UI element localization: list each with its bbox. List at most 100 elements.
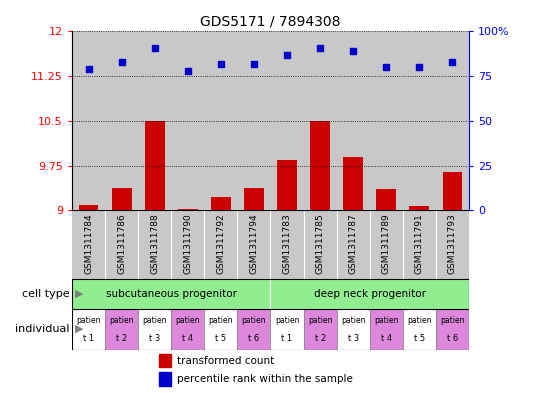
Text: GSM1311787: GSM1311787 bbox=[349, 214, 358, 274]
Bar bbox=[304, 31, 337, 210]
Text: patien: patien bbox=[374, 316, 399, 325]
Bar bbox=[138, 210, 171, 279]
Text: patien: patien bbox=[109, 316, 134, 325]
Bar bbox=[138, 309, 171, 350]
Bar bbox=[436, 31, 469, 210]
Text: t 5: t 5 bbox=[414, 334, 425, 343]
Bar bbox=[277, 160, 297, 210]
Bar bbox=[105, 309, 138, 350]
Bar bbox=[237, 31, 270, 210]
Point bbox=[249, 61, 258, 67]
Text: cell type: cell type bbox=[22, 289, 69, 299]
Text: subcutaneous progenitor: subcutaneous progenitor bbox=[106, 289, 237, 299]
Text: GSM1311790: GSM1311790 bbox=[183, 214, 192, 274]
Text: patien: patien bbox=[308, 316, 333, 325]
Bar bbox=[304, 309, 337, 350]
Text: t 3: t 3 bbox=[149, 334, 160, 343]
Bar bbox=[270, 279, 469, 309]
Bar bbox=[370, 31, 403, 210]
Bar bbox=[72, 210, 105, 279]
Bar bbox=[270, 210, 304, 279]
Text: GSM1311792: GSM1311792 bbox=[216, 214, 225, 274]
Text: GSM1311794: GSM1311794 bbox=[249, 214, 259, 274]
Text: t 6: t 6 bbox=[248, 334, 260, 343]
Text: patien: patien bbox=[440, 316, 465, 325]
Bar bbox=[171, 31, 204, 210]
Point bbox=[84, 66, 93, 72]
Bar bbox=[72, 309, 105, 350]
Bar bbox=[159, 372, 171, 386]
Text: t 2: t 2 bbox=[314, 334, 326, 343]
Bar bbox=[138, 31, 171, 210]
Bar bbox=[72, 279, 270, 309]
Point bbox=[316, 44, 325, 51]
Bar bbox=[145, 121, 165, 210]
Text: deep neck progenitor: deep neck progenitor bbox=[314, 289, 426, 299]
Text: ▶: ▶ bbox=[75, 324, 83, 334]
Bar bbox=[270, 31, 304, 210]
Bar bbox=[337, 210, 370, 279]
Bar bbox=[436, 309, 469, 350]
Text: t 4: t 4 bbox=[381, 334, 392, 343]
Bar bbox=[105, 210, 138, 279]
Bar bbox=[237, 210, 270, 279]
Point bbox=[382, 64, 391, 70]
Text: t 6: t 6 bbox=[447, 334, 458, 343]
Bar bbox=[304, 210, 337, 279]
Bar bbox=[204, 31, 237, 210]
Bar bbox=[436, 210, 469, 279]
Title: GDS5171 / 7894308: GDS5171 / 7894308 bbox=[200, 15, 341, 29]
Text: patien: patien bbox=[76, 316, 101, 325]
Point bbox=[349, 48, 358, 54]
Point bbox=[415, 64, 424, 70]
Text: GSM1311793: GSM1311793 bbox=[448, 214, 457, 274]
Text: GSM1311784: GSM1311784 bbox=[84, 214, 93, 274]
Text: t 4: t 4 bbox=[182, 334, 193, 343]
Bar bbox=[310, 121, 330, 210]
Bar bbox=[343, 156, 363, 210]
Text: GSM1311788: GSM1311788 bbox=[150, 214, 159, 274]
Bar bbox=[244, 187, 264, 210]
Bar bbox=[370, 210, 403, 279]
Text: individual: individual bbox=[15, 324, 69, 334]
Text: t 2: t 2 bbox=[116, 334, 127, 343]
Bar bbox=[370, 309, 403, 350]
Bar bbox=[337, 31, 370, 210]
Bar bbox=[78, 206, 99, 210]
Point bbox=[448, 59, 457, 65]
Text: patien: patien bbox=[275, 316, 300, 325]
Bar bbox=[376, 189, 396, 210]
Text: patien: patien bbox=[407, 316, 432, 325]
Bar bbox=[159, 354, 171, 367]
Point bbox=[283, 51, 292, 58]
Point bbox=[216, 61, 225, 67]
Text: GSM1311789: GSM1311789 bbox=[382, 214, 391, 274]
Bar bbox=[171, 309, 204, 350]
Text: GSM1311791: GSM1311791 bbox=[415, 214, 424, 274]
Text: patien: patien bbox=[208, 316, 233, 325]
Bar bbox=[211, 197, 231, 210]
Bar bbox=[72, 31, 105, 210]
Text: t 3: t 3 bbox=[348, 334, 359, 343]
Bar bbox=[204, 210, 237, 279]
Text: GSM1311786: GSM1311786 bbox=[117, 214, 126, 274]
Text: GSM1311785: GSM1311785 bbox=[316, 214, 325, 274]
Bar bbox=[171, 210, 204, 279]
Text: ▶: ▶ bbox=[75, 289, 83, 299]
Text: transformed count: transformed count bbox=[177, 356, 274, 366]
Text: percentile rank within the sample: percentile rank within the sample bbox=[177, 374, 353, 384]
Bar bbox=[105, 31, 138, 210]
Bar bbox=[409, 206, 429, 210]
Bar bbox=[237, 309, 270, 350]
Text: t 1: t 1 bbox=[281, 334, 293, 343]
Point bbox=[150, 44, 159, 51]
Text: t 1: t 1 bbox=[83, 334, 94, 343]
Text: patien: patien bbox=[142, 316, 167, 325]
Text: GSM1311783: GSM1311783 bbox=[282, 214, 292, 274]
Text: t 5: t 5 bbox=[215, 334, 227, 343]
Point bbox=[117, 59, 126, 65]
Bar bbox=[442, 171, 463, 210]
Text: patien: patien bbox=[175, 316, 200, 325]
Bar bbox=[337, 309, 370, 350]
Bar bbox=[112, 187, 132, 210]
